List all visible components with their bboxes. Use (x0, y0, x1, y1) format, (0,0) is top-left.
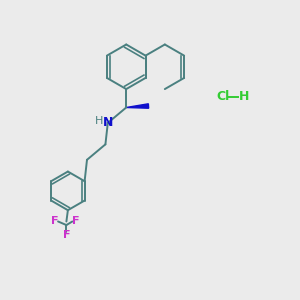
Text: F: F (63, 230, 70, 240)
Text: Cl: Cl (216, 90, 230, 103)
Text: N: N (103, 116, 113, 130)
Text: H: H (95, 116, 104, 126)
Text: F: F (72, 217, 79, 226)
Text: H: H (238, 90, 249, 103)
Polygon shape (126, 104, 149, 108)
Text: F: F (51, 217, 59, 226)
